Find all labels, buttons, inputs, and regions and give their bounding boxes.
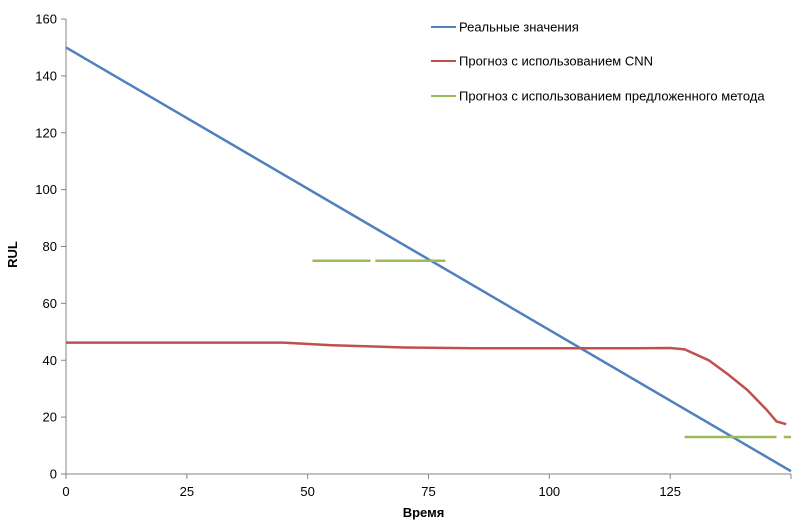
y-tick-label: 160 (35, 12, 57, 27)
y-axis-title: RUL (5, 241, 20, 268)
x-axis-title: Время (403, 505, 445, 520)
y-tick-label: 40 (43, 353, 57, 368)
y-tick-label: 100 (35, 182, 57, 197)
plot-lines (65, 46, 792, 473)
legend-label-proposed: Прогноз с использованием предложенного м… (459, 89, 765, 104)
y-axis-ticks: 0 20 40 60 80 100 120 140 160 (35, 12, 66, 482)
x-tick-label: 125 (659, 484, 681, 499)
y-tick-label: 120 (35, 125, 57, 140)
y-tick-label: 80 (43, 239, 57, 254)
x-tick-label: 75 (421, 484, 435, 499)
x-tick-label: 100 (538, 484, 560, 499)
y-tick-label: 60 (43, 296, 57, 311)
x-tick-label: 50 (300, 484, 314, 499)
y-tick-label: 140 (35, 68, 57, 83)
y-tick-label: 20 (43, 410, 57, 425)
legend-label-cnn: Прогноз с использованием CNN (459, 54, 653, 69)
series-cnn-forecast-line (66, 341, 787, 426)
x-tick-label: 25 (180, 484, 194, 499)
y-tick-label: 0 (50, 467, 57, 482)
legend: Реальные значения Прогноз с использовани… (431, 20, 765, 104)
series-real-values-line (65, 46, 792, 473)
x-axis-ticks: 0 25 50 75 100 125 (62, 474, 792, 499)
axes (65, 19, 791, 475)
legend-label-real: Реальные значения (459, 20, 579, 35)
x-tick-label: 0 (62, 484, 69, 499)
